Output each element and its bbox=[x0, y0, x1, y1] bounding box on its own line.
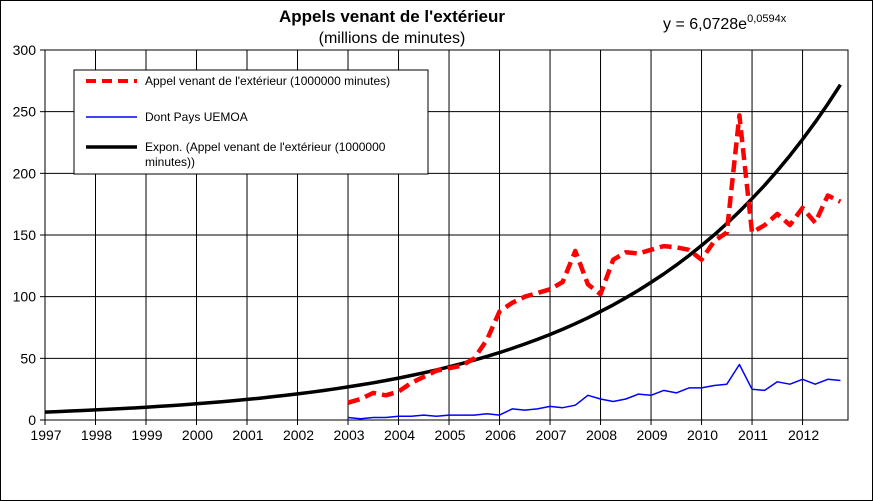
legend-box bbox=[73, 69, 429, 175]
x-tick-label: 1998 bbox=[81, 427, 112, 443]
legend-label-expon-line2: minutes)) bbox=[145, 155, 195, 169]
y-tick-label: 150 bbox=[13, 227, 37, 243]
x-tick-label: 2001 bbox=[232, 427, 263, 443]
axes: 0 50 100 150 200 250 300 1997 1998 1999 2000 2001 20… bbox=[13, 42, 820, 443]
y-tick-label: 300 bbox=[13, 42, 37, 58]
chart-subtitle: (millions de minutes) bbox=[319, 30, 466, 47]
x-tick-label: 2010 bbox=[687, 427, 718, 443]
legend-label-appel: Appel venant de l'extérieur (1000000 min… bbox=[145, 74, 390, 88]
x-tick-label: 2006 bbox=[485, 427, 516, 443]
legend: Appel venant de l'extérieur (1000000 min… bbox=[73, 69, 429, 175]
legend-label-expon-line1: Expon. (Appel venant de l'extérieur (100… bbox=[145, 140, 386, 154]
x-tick-label: 2009 bbox=[636, 427, 667, 443]
y-tick-label: 0 bbox=[28, 412, 36, 428]
x-tick-label: 2008 bbox=[586, 427, 617, 443]
series-line-expon bbox=[44, 83, 842, 414]
trend-equation: y = 6,0728e0,0594x bbox=[663, 13, 787, 33]
x-tick-label: 1997 bbox=[30, 427, 61, 443]
x-tick-label: 2007 bbox=[535, 427, 566, 443]
x-tick-label: 2002 bbox=[283, 427, 314, 443]
legend-label-expon: Expon. (Appel venant de l'extérieur (100… bbox=[145, 140, 389, 169]
chart-title: Appels venant de l'extérieur bbox=[279, 7, 505, 26]
x-tick-label: 2012 bbox=[788, 427, 819, 443]
trend-equation-exponent: 0,0594x bbox=[747, 13, 787, 25]
y-tick-label: 200 bbox=[13, 165, 37, 181]
y-tick-label: 250 bbox=[13, 104, 37, 120]
x-tick-label: 2003 bbox=[333, 427, 364, 443]
x-tick-label: 2004 bbox=[384, 427, 415, 443]
legend-label-uemoa: Dont Pays UEMOA bbox=[145, 110, 248, 124]
x-tick-label: 2005 bbox=[434, 427, 465, 443]
y-tick-label: 50 bbox=[20, 350, 36, 366]
x-tick-label: 2011 bbox=[738, 427, 768, 443]
x-tick-label: 2000 bbox=[182, 427, 213, 443]
series-layer bbox=[44, 83, 842, 420]
y-tick-label: 100 bbox=[13, 289, 37, 305]
series-line-appel bbox=[347, 113, 842, 405]
x-tick-label: 1999 bbox=[131, 427, 162, 443]
trend-equation-base: y = 6,0728e bbox=[663, 16, 747, 33]
series-line-uemoa bbox=[347, 363, 841, 420]
